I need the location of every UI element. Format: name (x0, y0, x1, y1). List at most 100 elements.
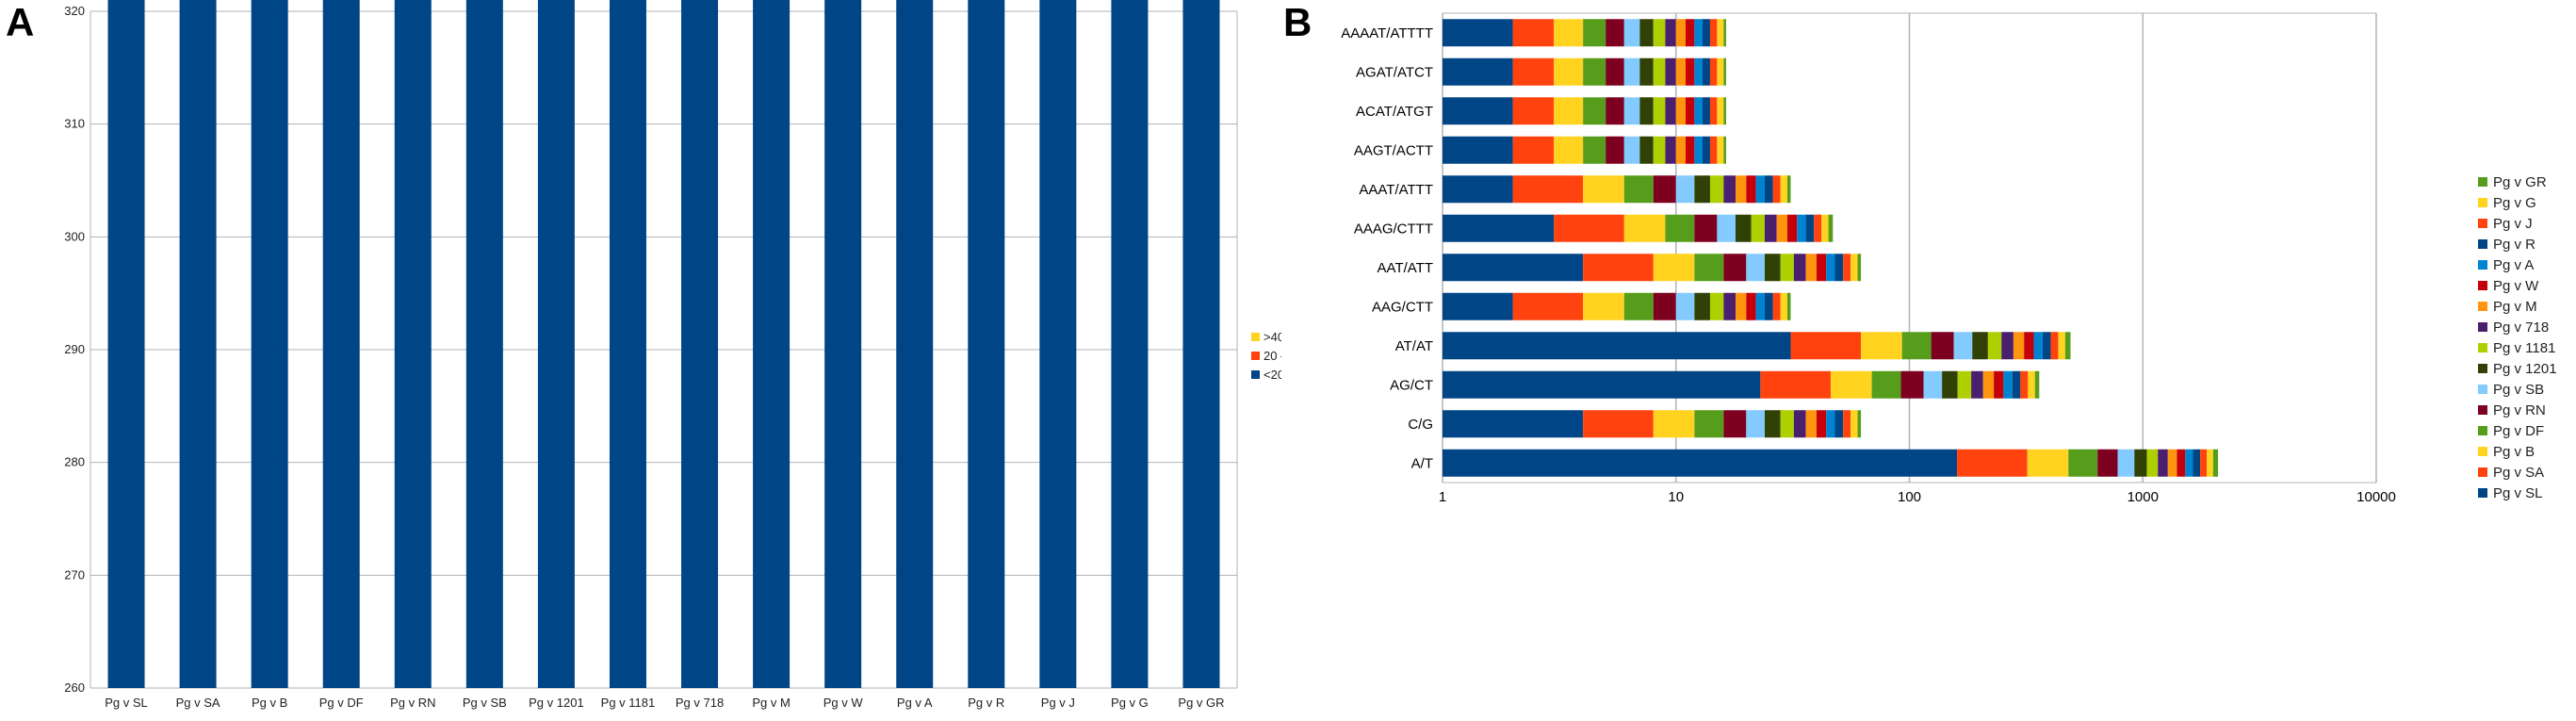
b-legend-label: Pg v A (2493, 257, 2534, 273)
b-category-label: AAG/CTT (1372, 299, 1433, 315)
b-bar-segment (1723, 292, 1736, 320)
b-bar-segment (2207, 449, 2213, 477)
a-ytick-label: 280 (64, 455, 85, 469)
b-legend-swatch (2478, 385, 2487, 394)
b-legend-swatch (2478, 177, 2487, 187)
b-bar-segment (1828, 214, 1834, 242)
chart-a: 260 270 280 290 300 310 320 Pg v SL Pg v SA Pg v … (64, 0, 1281, 710)
b-bar-segment (1665, 19, 1676, 47)
a-xtick-label: Pg v GR (1178, 696, 1224, 710)
a-xtick-label: Pg v J (1041, 696, 1075, 710)
b-bar-segment (1512, 97, 1555, 125)
b-bar-segment (1793, 410, 1806, 438)
b-bar-segment (1709, 292, 1724, 320)
b-legend-swatch (2478, 405, 2487, 415)
b-bar-segment (1971, 370, 1983, 399)
b-xtick-label: 100 (1898, 489, 1921, 505)
b-bar-segment (1653, 97, 1666, 125)
b-bar-segment (1751, 214, 1765, 242)
b-bar-segment (1723, 19, 1726, 47)
b-bar-segment (1702, 57, 1710, 86)
b-bar-segment (1675, 175, 1695, 204)
b-category-label: AGAT/ATCT (1356, 64, 1433, 80)
b-bar-segment (1665, 214, 1695, 242)
b-bar-segment (2185, 449, 2193, 477)
b-legend-label: Pg v 718 (2493, 320, 2549, 336)
a-xtick-label: Pg v W (823, 696, 864, 710)
b-bar-segment (1760, 370, 1831, 399)
b-bar-segment (1850, 254, 1858, 282)
b-bar-segment (1764, 410, 1781, 438)
b-bar-segment (1772, 175, 1781, 204)
b-bar-segment (1797, 214, 1806, 242)
b-bar-segment (1850, 410, 1858, 438)
b-bar-segment (1583, 175, 1624, 204)
a-bar-segment (179, 0, 217, 688)
a-bar-segment (465, 0, 503, 688)
b-legend-label: Pg v SL (2493, 485, 2543, 501)
a-xtick-label: Pg v DF (319, 696, 364, 710)
b-category-label: ACAT/ATGT (1356, 104, 1433, 120)
b-bar-segment (1746, 292, 1756, 320)
b-legend-swatch (2478, 467, 2487, 477)
b-bar-segment (1443, 19, 1513, 47)
b-bar-segment (1623, 57, 1640, 86)
b-bar-segment (1723, 175, 1736, 204)
b-bar-segment (1957, 370, 1972, 399)
b-legend-swatch (2478, 219, 2487, 228)
b-bar-segment (1816, 254, 1827, 282)
b-bar-segment (1443, 136, 1513, 164)
b-legend-swatch (2478, 364, 2487, 373)
b-legend-label: Pg v RN (2493, 402, 2546, 418)
b-bar-segment (1623, 292, 1654, 320)
a-legend-label: >40 (1264, 330, 1281, 344)
b-bar-segment (1606, 136, 1624, 164)
b-bar-segment (2024, 332, 2034, 360)
a-bar-segment (322, 0, 360, 688)
b-legend-label: Pg v 1201 (2493, 361, 2557, 377)
b-bar-segment (1776, 214, 1787, 242)
b-legend-swatch (2478, 198, 2487, 207)
b-bar-segment (1790, 332, 1862, 360)
b-bar-segment (1665, 57, 1676, 86)
b-bar-segment (2068, 449, 2098, 477)
b-bar-segment (1843, 410, 1851, 438)
b-bar-segment (1675, 97, 1687, 125)
b-bar-segment (1735, 214, 1752, 242)
b-bar-segment (1857, 254, 1862, 282)
b-bar-segment (1982, 370, 1995, 399)
a-ytick-label: 320 (64, 4, 85, 18)
b-bar-segment (2003, 370, 2013, 399)
a-ytick-label: 260 (64, 680, 85, 695)
b-bar-segment (1583, 136, 1606, 164)
b-bar-segment (1717, 214, 1736, 242)
b-legend-label: Pg v W (2493, 278, 2539, 294)
b-bar-segment (1686, 97, 1695, 125)
b-bar-segment (1675, 136, 1687, 164)
b-bar-segment (1554, 97, 1584, 125)
b-bar-segment (2033, 332, 2043, 360)
b-bar-segment (1746, 175, 1756, 204)
b-bar-segment (1923, 370, 1943, 399)
b-bar-segment (2117, 449, 2135, 477)
a-ytick-label: 300 (64, 229, 85, 243)
b-bar-segment (1583, 410, 1654, 438)
b-category-label: AAAT/ATTT (1359, 182, 1433, 198)
b-bar-segment (1816, 410, 1827, 438)
b-legend-label: Pg v M (2493, 299, 2537, 315)
b-bar-segment (1834, 410, 1844, 438)
b-legend-swatch (2478, 281, 2487, 290)
b-bar-segment (1764, 292, 1773, 320)
b-bar-segment (1653, 292, 1676, 320)
b-xtick-label: 10000 (2356, 489, 2396, 505)
b-bar-segment (1694, 410, 1724, 438)
b-bar-segment (2064, 332, 2071, 360)
b-bar-segment (1723, 57, 1726, 86)
a-legend-swatch (1251, 370, 1260, 379)
a-xtick-label: Pg v RN (390, 696, 435, 710)
b-bar-segment (1735, 175, 1747, 204)
b-bar-segment (1512, 136, 1555, 164)
b-bar-segment (1623, 175, 1654, 204)
b-bar-segment (1764, 175, 1773, 204)
b-bar-segment (1702, 19, 1710, 47)
